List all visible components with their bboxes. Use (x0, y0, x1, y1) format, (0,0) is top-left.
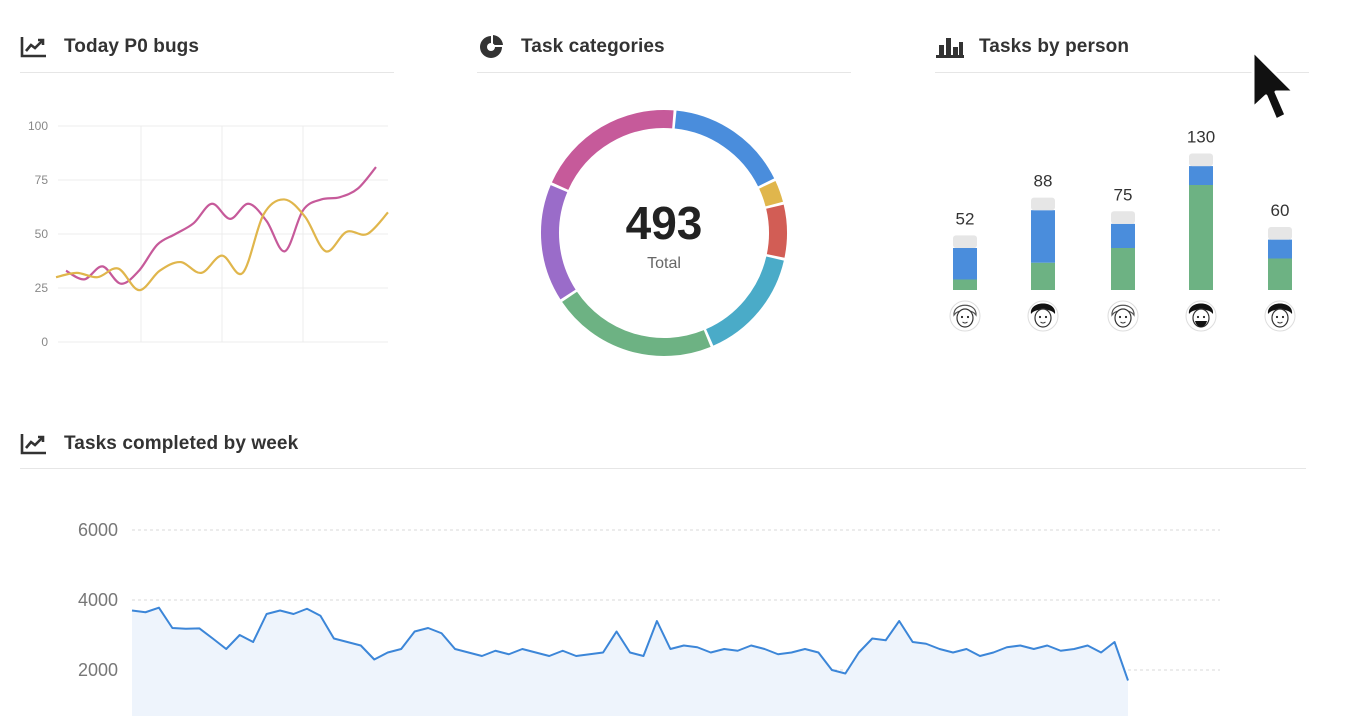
avatar-eye (1124, 315, 1128, 319)
bar-segment (1268, 239, 1292, 259)
bar-segment (953, 279, 977, 290)
bar-total-label: 52 (956, 209, 975, 228)
task-categories-panel: Task categories 493 Total (477, 22, 851, 382)
y-tick-label: 6000 (78, 520, 118, 540)
tasks-by-person-header: Tasks by person (935, 22, 1309, 73)
bar-segment (1268, 258, 1292, 290)
avatar-icon (1027, 300, 1059, 332)
tasks-by-week-chart: 2000 4000 6000 (78, 520, 1220, 716)
bar-segment (1031, 210, 1055, 263)
bar-segment (1111, 211, 1135, 224)
bar-segment (1189, 166, 1213, 185)
donut-slice (541, 185, 576, 300)
avatar-eye (1281, 315, 1285, 319)
avatar-eye (1118, 315, 1122, 319)
task-categories-header: Task categories (477, 22, 851, 73)
series-line (55, 198, 389, 292)
task-categories-title: Task categories (521, 36, 665, 57)
bar-segment (1031, 262, 1055, 290)
donut-slice (551, 110, 674, 191)
tasks-by-week-header: Tasks completed by week (20, 420, 1306, 469)
p0-bugs-header: Today P0 bugs (20, 22, 394, 73)
avatar-icon (949, 300, 981, 332)
tasks-by-week-title: Tasks completed by week (64, 433, 299, 454)
avatar-eye (1038, 315, 1042, 319)
series-line (65, 166, 377, 285)
total-label: Total (647, 255, 681, 272)
bar-segment (1189, 185, 1213, 290)
tasks-by-person-title: Tasks by person (979, 36, 1130, 57)
avatar-icon (1185, 300, 1217, 332)
avatar-eye (1202, 315, 1206, 319)
y-tick-label: 75 (35, 173, 49, 187)
donut-slice (562, 291, 711, 356)
y-tick-label: 25 (35, 281, 49, 295)
total-value: 493 (625, 197, 703, 249)
avatar-icon (1264, 300, 1296, 332)
avatar-mouth (962, 321, 968, 324)
avatar-face (956, 308, 974, 328)
p0-bugs-title: Today P0 bugs (64, 36, 200, 57)
avatar-eye (960, 315, 964, 319)
avatar-eye (1275, 315, 1279, 319)
tasks-by-week-panel: Tasks completed by week 2000 4000 6000 (20, 420, 1306, 716)
donut-slice (766, 204, 787, 258)
donut-slice (759, 181, 783, 207)
y-tick-label: 0 (41, 335, 48, 349)
bar-chart-icon (935, 34, 965, 60)
y-tick-label: 4000 (78, 590, 118, 610)
avatar-mouth (1277, 321, 1283, 324)
avatar-face (1114, 308, 1132, 328)
y-tick-label: 2000 (78, 660, 118, 680)
series-line (131, 606, 1129, 681)
bar-segment (1268, 227, 1292, 240)
pie-chart-icon (477, 34, 507, 60)
avatar-icon (1107, 300, 1139, 332)
y-tick-label: 100 (28, 119, 48, 133)
avatar-eye (1044, 315, 1048, 319)
task-categories-donut (541, 110, 787, 356)
tasks-by-person-panel: Tasks by person 52 88 75 130 60 (935, 22, 1309, 382)
avatar-eye (966, 315, 970, 319)
avatar-mouth (1040, 321, 1046, 324)
p0-bugs-chart: 0 25 50 75 100 (28, 119, 389, 349)
line-chart-icon (20, 431, 50, 457)
bar-total-label: 130 (1187, 128, 1215, 147)
bar-segment (1111, 248, 1135, 290)
bar-segment (953, 235, 977, 248)
p0-bugs-panel: Today P0 bugs 0 25 50 75 100 (20, 22, 394, 382)
avatar-beard (1195, 321, 1207, 327)
line-chart-icon (20, 34, 50, 60)
y-tick-label: 50 (35, 227, 49, 241)
tasks-by-person-chart: 52 88 75 130 60 (949, 128, 1296, 332)
bar-total-label: 75 (1114, 185, 1133, 204)
area-fill (132, 607, 1128, 716)
bar-segment (953, 248, 977, 280)
avatar-face (1034, 308, 1052, 328)
bar-segment (1111, 223, 1135, 248)
mouse-cursor-icon (1248, 48, 1300, 137)
donut-slice (705, 256, 784, 346)
bar-segment (1031, 197, 1055, 211)
bar-total-label: 88 (1034, 172, 1053, 191)
donut-slice (674, 110, 775, 187)
avatar-mouth (1120, 321, 1126, 324)
bar-segment (1189, 153, 1213, 167)
avatar-face (1271, 308, 1289, 328)
bar-total-label: 60 (1271, 201, 1290, 220)
avatar-eye (1196, 315, 1200, 319)
